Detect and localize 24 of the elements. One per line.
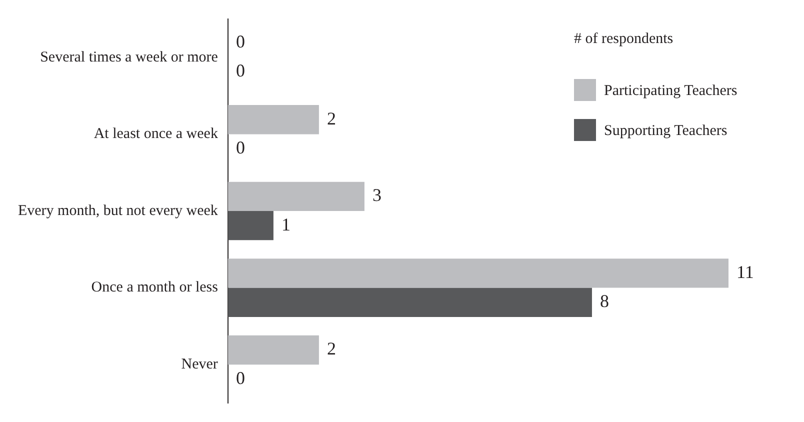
data-label: 0 (236, 368, 245, 388)
data-label: 2 (326, 108, 336, 128)
bar (228, 288, 592, 317)
legend-label: Participating Teachers (604, 82, 738, 99)
bar (228, 258, 728, 288)
data-label: 8 (600, 291, 609, 312)
data-label: 1 (281, 214, 290, 234)
bar (228, 335, 319, 365)
y-tick-label: Every month, but not every week (18, 202, 218, 219)
legend-label: Supporting Teachers (604, 122, 728, 139)
bar (228, 211, 274, 240)
data-label: 0 (236, 138, 245, 158)
legend-title: # of respondents (574, 30, 674, 47)
data-label: 2 (326, 338, 336, 359)
data-label: 0 (236, 60, 245, 81)
y-tick-label: Never (181, 356, 218, 373)
bar (228, 105, 319, 134)
bar (228, 182, 364, 211)
y-tick-label: Several times a week or more (40, 49, 218, 66)
data-label: 11 (736, 262, 754, 282)
data-label: 0 (236, 32, 245, 52)
y-tick-label: Once a month or less (91, 280, 218, 296)
data-label: 3 (372, 185, 382, 206)
y-tick-label: At least once a week (94, 126, 218, 142)
